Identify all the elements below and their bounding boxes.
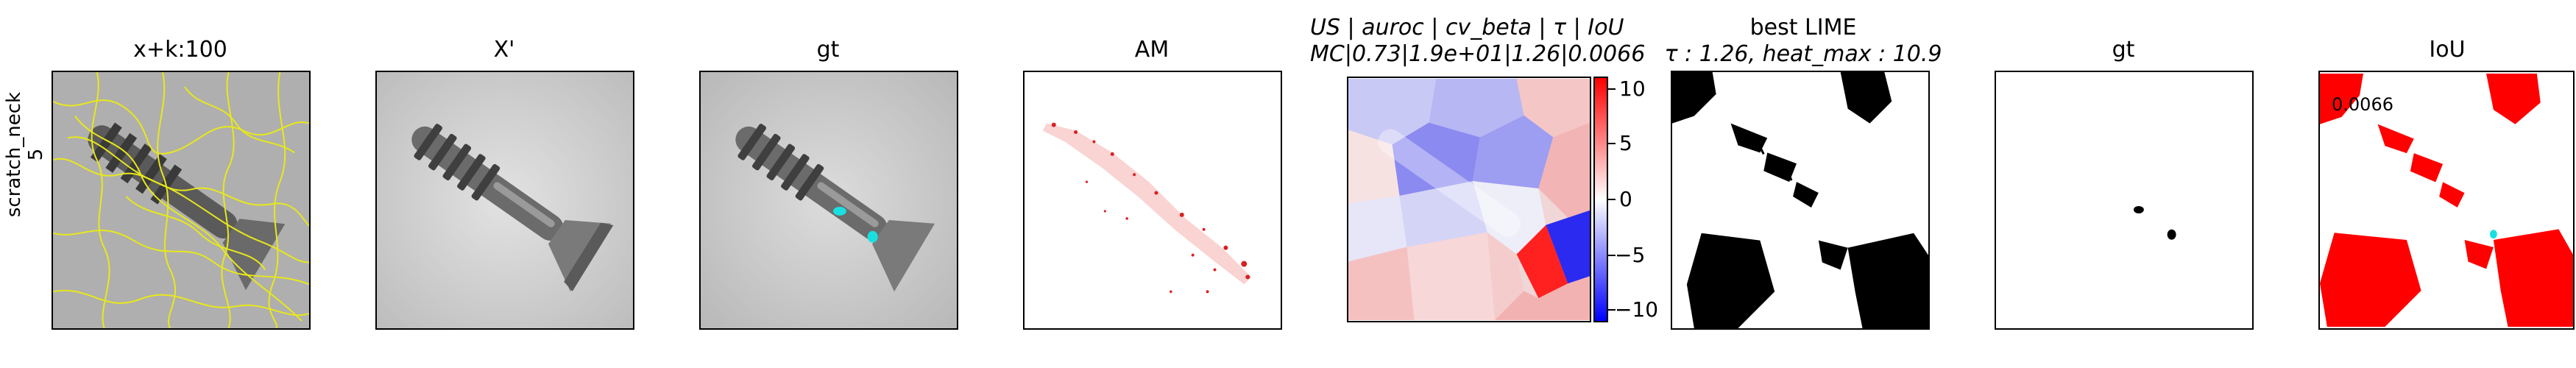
- panel-title-superpixels: x+k:100: [133, 37, 227, 63]
- metrics-header: US | auroc | cv_beta | τ | IoU: [1310, 15, 1624, 40]
- best-lime-mask-svg: [1672, 72, 1928, 328]
- gt-defect-2: [867, 230, 878, 243]
- best-lime-mask: [1671, 71, 1930, 330]
- panel-title-am: AM: [1134, 37, 1170, 63]
- panel-title-metrics: US | auroc | cv_beta | τ | IoU MC|0.73|1…: [1310, 15, 1646, 68]
- gt-overlay-image: [699, 71, 958, 330]
- gt-mask-image: [1995, 71, 2254, 330]
- colorbar-tick-0: 0: [1619, 187, 1632, 211]
- panel-title-gt-overlay: gt: [816, 37, 840, 63]
- gt-mask-defect-1: [2133, 205, 2144, 213]
- colorbar-tick-10: 10: [1619, 77, 1646, 101]
- colorbar-tick-neg5: −5: [1615, 243, 1646, 267]
- best-lime-params: τ : 1.26, heat_max : 10.9: [1664, 41, 1942, 67]
- xprime-screw-svg: [377, 72, 633, 328]
- metrics-values: MC|0.73|1.9e+01|1.26|0.0066: [1310, 41, 1646, 67]
- panel-title-best-lime: best LIME τ : 1.26, heat_max : 10.9: [1649, 15, 1958, 68]
- lime-heatmap: [1347, 77, 1591, 322]
- superpixel-image: [52, 71, 311, 330]
- gt-overlay-svg: [701, 72, 957, 328]
- superpixel-contours: [53, 72, 309, 328]
- heatmap-superpixels: [1348, 79, 1590, 320]
- am-heatmap-svg: [1025, 72, 1281, 328]
- am-image: [1023, 71, 1282, 330]
- colorbar-tick-neg10: −10: [1615, 297, 1659, 322]
- gt-defect-1: [832, 206, 846, 216]
- panel-title-iou: IoU: [2429, 37, 2466, 63]
- row-label-line2: 5: [25, 148, 47, 161]
- iou-mask-svg: [2320, 74, 2573, 327]
- xprime-image: [375, 71, 634, 330]
- superpixel-screw-svg: [53, 72, 309, 328]
- row-label-line1: scratch_neck: [3, 91, 25, 218]
- gt-mask-defect-2: [2167, 229, 2176, 240]
- iou-image: 0.0066: [2318, 71, 2575, 330]
- colorbar-tick-5: 5: [1619, 131, 1632, 155]
- lime-heatmap-svg: [1348, 79, 1590, 320]
- panel-title-xprime: X': [493, 37, 515, 63]
- gt-mask-svg: [1996, 72, 2252, 328]
- panel-title-gt-mask: gt: [2112, 37, 2135, 63]
- best-lime-title: best LIME: [1749, 15, 1857, 40]
- colorbar: [1593, 77, 1608, 322]
- iou-annotation: 0.0066: [2332, 94, 2393, 115]
